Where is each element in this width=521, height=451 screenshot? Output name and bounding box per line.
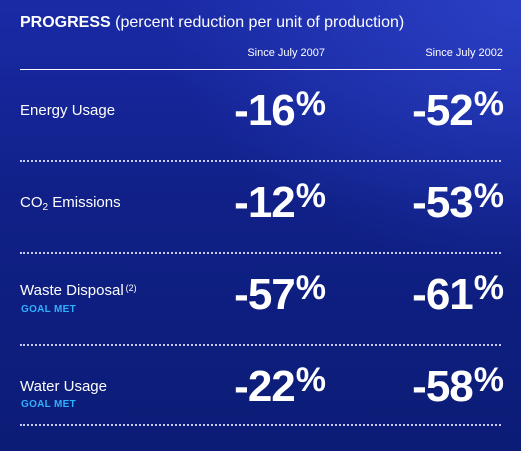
column-header-since-2002: Since July 2002 (425, 47, 503, 59)
value-number: -12 (234, 178, 296, 227)
value-co2-2002: -53% (343, 177, 504, 228)
goal-met-badge: GOAL MET (21, 399, 76, 410)
label-subscript-2: 2 (42, 202, 49, 213)
row-label-waste-disposal: Waste Disposal (2) (20, 282, 137, 299)
goal-met-badge: GOAL MET (21, 304, 76, 315)
row-label-co2-emissions: CO2 Emissions (20, 194, 121, 213)
panel-title: PROGRESS (percent reduction per unit of … (20, 13, 404, 33)
percent-sign: % (473, 177, 504, 215)
percent-sign: % (295, 85, 326, 123)
value-number: -53 (412, 178, 474, 227)
value-water-2007: -22% (165, 361, 326, 412)
row-co2-emissions: CO2 Emissions -12% -53% (0, 162, 521, 254)
row-divider (20, 252, 501, 254)
value-number: -61 (412, 270, 474, 319)
column-header-since-2007: Since July 2007 (247, 47, 325, 59)
value-number: -58 (412, 362, 474, 411)
label-co: CO (20, 194, 43, 211)
row-waste-disposal: Waste Disposal (2) GOAL MET -57% -61% (0, 254, 521, 346)
header-divider (20, 69, 501, 70)
footnote-marker: (2) (125, 283, 137, 293)
value-energy-2007: -16% (165, 85, 326, 136)
value-water-2002: -58% (343, 361, 504, 412)
value-number: -22 (234, 362, 296, 411)
title-bold: PROGRESS (20, 14, 111, 31)
row-water-usage: Water Usage GOAL MET -22% -58% (0, 346, 521, 438)
row-label-energy-usage: Energy Usage (20, 102, 116, 119)
title-subtitle: (percent reduction per unit of productio… (115, 14, 405, 31)
row-divider (20, 344, 501, 346)
percent-sign: % (295, 361, 326, 399)
value-number: -16 (234, 86, 296, 135)
percent-sign: % (473, 361, 504, 399)
row-divider (20, 424, 501, 426)
row-divider (20, 160, 501, 162)
percent-sign: % (295, 177, 326, 215)
percent-sign: % (473, 269, 504, 307)
value-co2-2007: -12% (165, 177, 326, 228)
value-energy-2002: -52% (343, 85, 504, 136)
label-emissions: Emissions (48, 194, 121, 211)
value-number: -52 (412, 86, 474, 135)
row-label-water-usage: Water Usage (20, 378, 107, 395)
row-energy-usage: Energy Usage -16% -52% (0, 70, 521, 162)
percent-sign: % (295, 269, 326, 307)
value-waste-2007: -57% (165, 269, 326, 320)
value-waste-2002: -61% (343, 269, 504, 320)
percent-sign: % (473, 85, 504, 123)
label-text: Waste Disposal (20, 282, 124, 299)
value-number: -57 (234, 270, 296, 319)
